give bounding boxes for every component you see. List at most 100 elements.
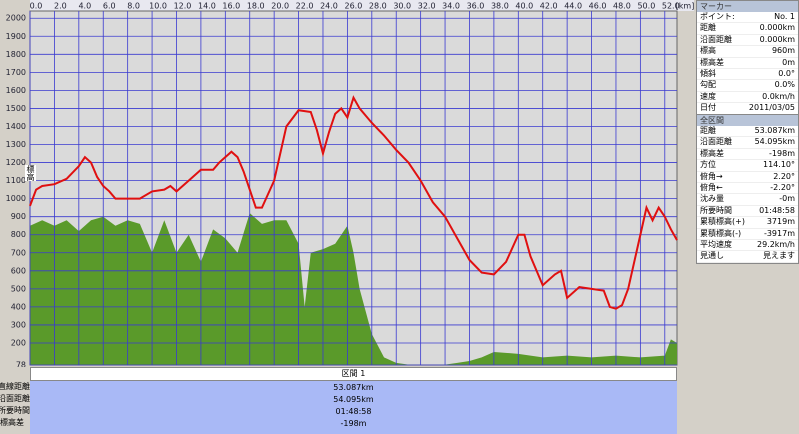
x-tick-label: 52.0 xyxy=(662,2,680,11)
marker-panel: マーカー ポイント: No. 1 距離 0.000km 沿面距離 0.000km 標高 960m… xyxy=(696,0,799,127)
section-title: 区間 1 xyxy=(30,367,677,381)
y-tick-label: 400 xyxy=(11,302,26,311)
x-tick-label: 40.0 xyxy=(515,2,533,11)
panel-row: ポイント: No. 1 xyxy=(697,12,798,24)
panel-title: マーカー xyxy=(697,1,798,12)
y-tick-label: 1600 xyxy=(6,86,26,95)
section-label: 沿面距離 xyxy=(0,394,30,403)
row-label: 累積標高(-) xyxy=(700,228,742,238)
section-value: 01:48:58 xyxy=(335,407,372,416)
section-labels: 直線距離沿面距離所要時間標高差 xyxy=(0,381,30,429)
panel-row: 見通し 見えます xyxy=(697,251,798,263)
x-tick-label: 30.0 xyxy=(393,2,411,11)
row-label: 速度 xyxy=(700,91,716,101)
x-axis-strip xyxy=(30,0,694,11)
y-tick-label: 900 xyxy=(11,212,26,221)
total-panel: 全区間 距離 53.087km 沿面距離 54.095km 標高差 -198m 方位 114.1… xyxy=(696,114,799,264)
x-tick-label: 14.0 xyxy=(198,2,216,11)
y-tick-label: 78 xyxy=(16,361,26,368)
row-value: 114.10° xyxy=(763,160,795,170)
profile-chart: [km] 78 200 300 400 500 600 700 800 900 1000 1100 1… xyxy=(6,0,694,368)
y-tick-label: 600 xyxy=(11,266,26,275)
x-tick-label: 32.0 xyxy=(418,2,436,11)
row-value: 0m xyxy=(782,57,795,67)
x-tick-label: 18.0 xyxy=(247,2,265,11)
row-value: 29.2km/h xyxy=(756,239,795,249)
row-label: 標高 xyxy=(700,46,716,56)
panel-row: 勾配 0.0% xyxy=(697,80,798,92)
y-tick-label: 1100 xyxy=(6,176,26,185)
panel-row: 標高差 -198m xyxy=(697,148,798,161)
x-tick-label: 46.0 xyxy=(589,2,607,11)
section-label: 直線距離 xyxy=(0,382,30,391)
row-value: 0.0km/h xyxy=(762,91,795,101)
row-label: 平均速度 xyxy=(700,239,732,249)
panel-row: 俯角→ 2.20° xyxy=(697,172,798,183)
panel-row: 俯角← -2.20° xyxy=(697,182,798,195)
panel-row: 累積標高(+) 3719m xyxy=(697,217,798,229)
row-label: 俯角→ xyxy=(700,171,723,181)
elevation-line xyxy=(29,95,678,310)
panel-row: 平均速度 29.2km/h xyxy=(697,239,798,252)
row-label: 日付 xyxy=(700,103,716,113)
x-tick-label: 12.0 xyxy=(174,2,192,11)
row-label: 沿面距離 xyxy=(700,137,732,147)
row-label: 見通し xyxy=(700,251,724,261)
x-tick-label: 24.0 xyxy=(320,2,338,11)
panel-row: 距離 53.087km xyxy=(697,126,798,138)
row-label: 方位 xyxy=(700,160,716,170)
row-label: ポイント: xyxy=(700,12,735,21)
x-tick-label: 36.0 xyxy=(467,2,485,11)
y-tick-label: 1000 xyxy=(6,194,26,203)
y-tick-label: 800 xyxy=(11,230,26,239)
row-value: 見えます xyxy=(763,251,795,261)
x-tick-label: 0.0 xyxy=(30,2,43,11)
y-tick-label: 2000 xyxy=(6,14,26,23)
row-value: -3917m xyxy=(763,228,795,238)
row-label: 距離 xyxy=(700,23,716,33)
x-tick-label: 22.0 xyxy=(296,2,314,11)
x-tick-label: 50.0 xyxy=(637,2,655,11)
section-label: 標高差 xyxy=(0,418,24,427)
panel-row: 累積標高(-) -3917m xyxy=(697,229,798,240)
panel-row: 標高差 0m xyxy=(697,58,798,69)
row-label: 標高差 xyxy=(700,57,724,67)
row-label: 所要時間 xyxy=(700,205,732,215)
row-value: 0.000km xyxy=(759,34,795,44)
row-label: 標高差 xyxy=(700,148,724,158)
panel-row: 沈み量 -0m xyxy=(697,194,798,206)
row-value: 53.087km xyxy=(754,126,795,135)
section-value: 54.095km xyxy=(333,395,374,404)
x-tick-label: 44.0 xyxy=(564,2,582,11)
row-label: 沿面距離 xyxy=(700,34,732,44)
y-tick-label: 200 xyxy=(11,338,26,347)
x-tick-label: 6.0 xyxy=(103,2,116,11)
x-tick-label: 48.0 xyxy=(613,2,631,11)
x-tick-label: 2.0 xyxy=(54,2,67,11)
row-value: 0.0° xyxy=(778,68,795,78)
y-tick-label: 1500 xyxy=(6,104,26,113)
x-tick-label: 38.0 xyxy=(491,2,509,11)
x-tick-label: 4.0 xyxy=(78,2,91,11)
y-tick-label: 500 xyxy=(11,284,26,293)
row-value: 2.20° xyxy=(773,171,795,181)
panel-row: 日付 2011/03/05 xyxy=(697,103,798,115)
row-value: No. 1 xyxy=(774,12,795,21)
row-value: 2011/03/05 xyxy=(748,103,795,113)
x-tick-label: 10.0 xyxy=(149,2,167,11)
section-value: 53.087km xyxy=(333,383,374,392)
row-value: -198m xyxy=(769,148,795,158)
row-label: 俯角← xyxy=(700,182,723,192)
row-label: 累積標高(+) xyxy=(700,217,745,227)
x-tick-label: 42.0 xyxy=(540,2,558,11)
y-tick-label: 300 xyxy=(11,320,26,329)
y-tick-label: 1200 xyxy=(6,158,26,167)
panel-row: 傾斜 0.0° xyxy=(697,68,798,81)
panel-row: 速度 0.0km/h xyxy=(697,91,798,104)
section-label: 所要時間 xyxy=(0,406,30,415)
x-tick-label: 8.0 xyxy=(127,2,140,11)
row-value: 0.000km xyxy=(759,23,795,33)
y-tick-label: 700 xyxy=(11,248,26,257)
panel-row: 所要時間 01:48:58 xyxy=(697,205,798,218)
